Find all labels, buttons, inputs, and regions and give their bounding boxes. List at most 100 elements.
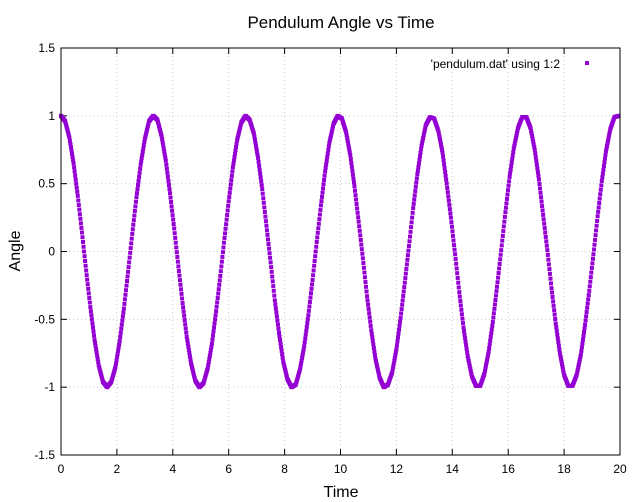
data-point xyxy=(487,342,492,347)
data-point xyxy=(371,342,376,347)
data-point xyxy=(448,215,453,220)
data-point xyxy=(81,240,86,245)
data-point xyxy=(421,136,426,141)
data-point xyxy=(309,286,314,291)
data-point xyxy=(605,140,610,145)
data-point xyxy=(373,359,378,364)
data-point xyxy=(226,203,231,208)
x-tick-label: 2 xyxy=(114,462,121,476)
data-point xyxy=(498,252,503,257)
x-tick-label: 14 xyxy=(446,462,460,476)
data-point xyxy=(131,222,136,227)
y-tick-label: 1 xyxy=(48,109,55,123)
data-point xyxy=(259,183,264,188)
data-point xyxy=(444,181,449,186)
data-point xyxy=(416,165,421,170)
data-point xyxy=(81,244,86,249)
data-point xyxy=(452,247,457,252)
data-point xyxy=(459,312,464,317)
data-point xyxy=(595,218,600,223)
data-point xyxy=(191,371,196,376)
data-point xyxy=(217,278,222,283)
data-point xyxy=(135,187,140,192)
data-point xyxy=(403,271,408,276)
data-point xyxy=(326,148,331,153)
data-point xyxy=(327,140,332,145)
data-point xyxy=(577,360,582,365)
data-point xyxy=(370,335,375,340)
data-point xyxy=(171,222,176,227)
data-point xyxy=(350,172,355,177)
data-point xyxy=(224,222,229,227)
data-series xyxy=(59,113,621,390)
data-point xyxy=(123,292,128,297)
data-point xyxy=(580,337,585,342)
data-point xyxy=(556,340,561,345)
data-point xyxy=(79,230,84,235)
data-point xyxy=(260,187,265,192)
data-point xyxy=(408,229,413,234)
data-point xyxy=(70,154,75,159)
data-point xyxy=(128,250,133,255)
data-point xyxy=(405,253,410,258)
data-point xyxy=(119,322,124,327)
data-point xyxy=(96,363,101,368)
data-point xyxy=(551,299,556,304)
data-point xyxy=(78,221,83,226)
data-point xyxy=(584,310,589,315)
data-point xyxy=(232,151,237,156)
data-point xyxy=(494,289,499,294)
data-point xyxy=(486,349,491,354)
data-point xyxy=(128,246,133,251)
data-point xyxy=(238,125,243,130)
data-point xyxy=(531,142,536,147)
data-point xyxy=(120,318,125,323)
data-point xyxy=(502,219,507,224)
data-point xyxy=(410,210,415,215)
data-point xyxy=(362,275,367,280)
data-point xyxy=(508,171,513,176)
data-point xyxy=(308,295,313,300)
data-point xyxy=(318,207,323,212)
data-point xyxy=(156,121,161,126)
data-point xyxy=(165,174,170,179)
data-point xyxy=(468,369,473,374)
data-point xyxy=(445,185,450,190)
data-point xyxy=(115,351,120,356)
data-point xyxy=(394,347,399,352)
data-point xyxy=(392,355,397,360)
data-point xyxy=(538,190,543,195)
data-point xyxy=(269,269,274,274)
data-point xyxy=(355,210,360,215)
data-point xyxy=(254,146,259,151)
data-point xyxy=(357,228,362,233)
legend-marker xyxy=(585,61,589,65)
data-point xyxy=(595,214,600,219)
data-point xyxy=(211,329,216,334)
data-point xyxy=(585,305,590,310)
data-point xyxy=(596,205,601,210)
data-point xyxy=(64,123,69,128)
data-point xyxy=(306,313,311,318)
data-point xyxy=(397,323,402,328)
data-point xyxy=(74,181,79,186)
data-point xyxy=(482,368,487,373)
data-point xyxy=(581,333,586,338)
data-point xyxy=(272,298,277,303)
data-point xyxy=(142,140,147,145)
data-point xyxy=(305,317,310,322)
data-point xyxy=(454,261,459,266)
y-axis-label: Angle xyxy=(7,230,24,271)
y-tick-label: 1.5 xyxy=(38,41,55,55)
data-point xyxy=(370,338,375,343)
data-point xyxy=(450,229,455,234)
data-point xyxy=(270,274,275,279)
data-point xyxy=(557,351,562,356)
data-point xyxy=(227,190,232,195)
data-point xyxy=(281,359,286,364)
data-point xyxy=(230,165,235,170)
data-point xyxy=(531,139,536,144)
data-point xyxy=(510,157,515,162)
data-point xyxy=(545,252,550,257)
data-point xyxy=(532,145,537,150)
